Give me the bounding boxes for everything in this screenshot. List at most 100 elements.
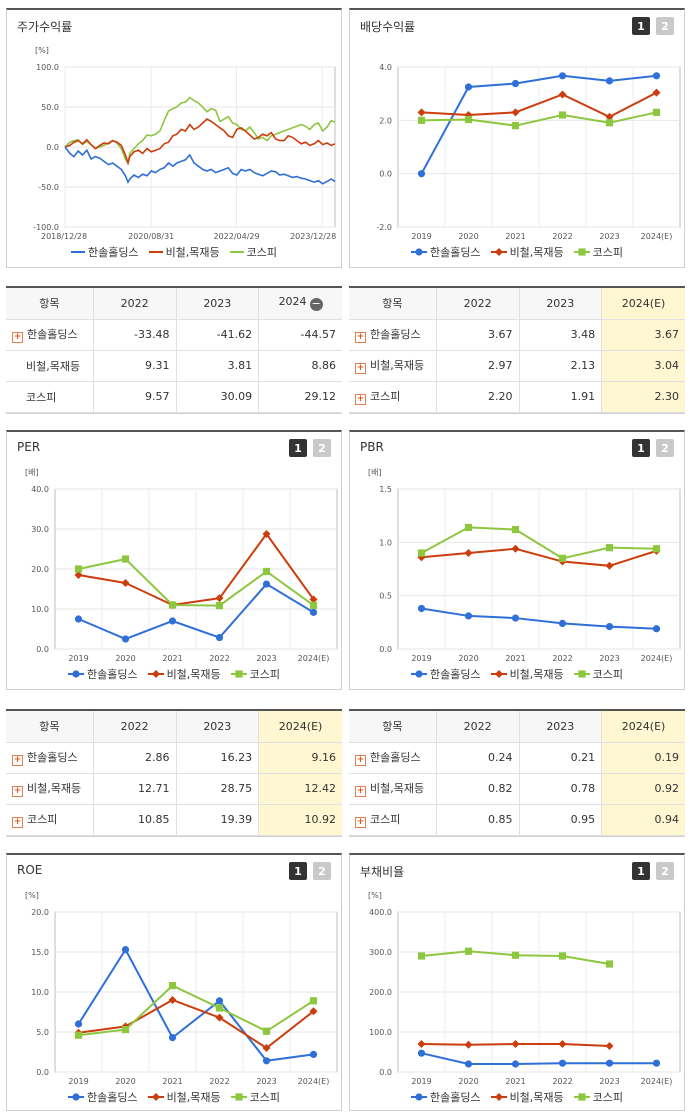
expand-icon[interactable]: + [355, 786, 366, 797]
legend-item-nonferrous[interactable]: 비철,목재등 [148, 244, 220, 260]
dividend-title: 배당수익률 [360, 20, 416, 34]
legend-swatch-kospi [230, 670, 247, 678]
view-1-button[interactable]: 1 [632, 439, 650, 457]
x-tick-label: 2024(E) [298, 1077, 330, 1086]
legend-label: 비철,목재등 [509, 668, 564, 681]
y-tick-label: -2.0 [376, 223, 392, 232]
y-tick-label: 300.0 [369, 948, 392, 957]
data-point-nonferrous [464, 1040, 473, 1049]
legend-marker-hansol [415, 248, 423, 256]
legend-item-nonferrous[interactable]: 비철,목재등 [147, 666, 221, 682]
legend-item-hansol[interactable]: 한솔홀딩스 [410, 244, 481, 260]
data-point-kospi [558, 111, 567, 119]
per-title: PER [17, 440, 41, 454]
per-panel: PER 1 2 40.0 30.0 20.0 10.0 0.0 [배] 2019 2020 20… [6, 430, 342, 690]
row-name: 한솔홀딩스 [370, 751, 421, 764]
table-cell: 0.24 [436, 742, 520, 774]
view-2-button[interactable]: 2 [313, 862, 331, 880]
data-point-nonferrous [511, 1040, 520, 1048]
expand-icon[interactable]: + [355, 332, 366, 343]
column-header: 2023 [519, 711, 603, 743]
expand-icon[interactable]: + [355, 394, 366, 405]
unit-label: [%] [368, 891, 382, 900]
legend-label: 코스피 [592, 668, 624, 681]
data-point-kospi [215, 1004, 224, 1012]
legend-item-kospi[interactable]: 코스피 [229, 244, 277, 260]
legend-item-kospi[interactable]: 코스피 [230, 666, 281, 682]
row-name-cell: + 코스피 [6, 804, 94, 836]
legend-item-hansol[interactable]: 한솔홀딩스 [67, 1089, 138, 1105]
legend-item-kospi[interactable]: 코스피 [573, 1089, 624, 1105]
legend-label: 비철,목재등 [166, 1091, 221, 1104]
roe-title: ROE [17, 863, 43, 877]
column-header-label: 2024 [278, 295, 307, 309]
table-row: + 비철,목재등 12.71 28.75 12.42 [6, 773, 342, 805]
view-2-button[interactable]: 2 [656, 439, 674, 457]
legend-item-kospi[interactable]: 코스피 [230, 1089, 280, 1105]
expand-icon[interactable]: + [12, 755, 23, 766]
column-header: 항목 [349, 711, 437, 743]
column-header-label: 항목 [382, 297, 403, 311]
table-header-row: 항목 2022 2023 2024(E) [349, 711, 685, 743]
table-cell: 0.19 [601, 742, 685, 774]
data-point-hansol [511, 1060, 520, 1068]
series-line-hansol [421, 1052, 657, 1065]
legend-item-nonferrous[interactable]: 비철,목재등 [490, 1089, 564, 1105]
row-name-cell: + 한솔홀딩스 [6, 742, 94, 774]
data-point-hansol [652, 625, 661, 633]
data-point-kospi [605, 119, 614, 127]
data-point-hansol [558, 619, 567, 627]
legend-item-nonferrous[interactable]: 비철,목재등 [490, 666, 564, 682]
legend-item-kospi[interactable]: 코스피 [573, 666, 624, 682]
data-point-nonferrous [464, 549, 473, 557]
legend-item-hansol[interactable]: 한솔홀딩스 [410, 666, 481, 682]
collapse-icon[interactable]: − [309, 297, 323, 312]
debt-ratio-panel: 부채비율 1 2 400.0 300.0 200.0 100.0 0.0 [%] 2019 2… [349, 853, 685, 1111]
row-name: 비철,목재등 [370, 359, 425, 372]
legend-item-hansol[interactable]: 한솔홀딩스 [410, 1089, 481, 1105]
y-tick-label: 10.0 [31, 988, 49, 997]
row-name-cell: + 비철,목재등 [6, 773, 94, 805]
table-row: 코스피 9.57 30.09 29.12 [6, 381, 342, 413]
view-2-button[interactable]: 2 [656, 17, 674, 35]
data-point-kospi [605, 544, 614, 552]
stock-return-title: 주가수익률 [17, 20, 73, 34]
legend-item-hansol[interactable]: 한솔홀딩스 [67, 666, 138, 682]
expand-icon[interactable]: + [12, 332, 23, 343]
legend-item-nonferrous[interactable]: 비철,목재등 [490, 244, 564, 260]
view-1-button[interactable]: 1 [632, 862, 650, 880]
legend-item-kospi[interactable]: 코스피 [573, 244, 623, 260]
legend-swatch-hansol [410, 1093, 427, 1101]
expand-icon[interactable]: + [355, 363, 366, 374]
expand-icon[interactable]: + [355, 817, 366, 828]
data-point-kospi [464, 947, 473, 955]
table-cell: 28.75 [176, 773, 260, 805]
view-1-button[interactable]: 1 [289, 439, 307, 457]
legend-label: 코스피 [249, 668, 281, 681]
data-point-hansol [652, 1059, 661, 1067]
row-name-cell: + 코스피 [349, 381, 437, 413]
data-point-hansol [605, 623, 614, 631]
data-point-hansol [121, 635, 130, 643]
legend-item-nonferrous[interactable]: 비철,목재등 [147, 1089, 221, 1105]
x-tick-label: 2023 [599, 654, 619, 663]
expand-icon[interactable]: + [12, 817, 23, 828]
roe-chart: 20.0 15.0 10.0 5.0 0.0 [%] 2019 2020 2021 2022 202… [25, 891, 338, 1086]
view-1-button[interactable]: 1 [289, 862, 307, 880]
legend-item-hansol[interactable]: 한솔홀딩스 [70, 244, 139, 260]
view-2-button[interactable]: 2 [313, 439, 331, 457]
view-1-button[interactable]: 1 [632, 17, 650, 35]
column-header-label: 2022 [120, 719, 149, 733]
series-line-hansol [420, 74, 657, 175]
view-2-button[interactable]: 2 [656, 862, 674, 880]
data-point-kospi [464, 115, 473, 124]
legend-marker-kospi [235, 670, 243, 678]
legend-label: 코스피 [592, 1091, 624, 1104]
y-tick-label: 5.0 [36, 1028, 49, 1037]
expand-icon[interactable]: + [355, 755, 366, 766]
data-point-nonferrous [215, 594, 224, 603]
x-tick-label: 2019 [68, 1077, 88, 1086]
column-header-label: 2024(E) [278, 719, 323, 733]
table-row: 비철,목재등 9.31 3.81 8.86 [6, 350, 342, 382]
expand-icon[interactable]: + [12, 786, 23, 797]
